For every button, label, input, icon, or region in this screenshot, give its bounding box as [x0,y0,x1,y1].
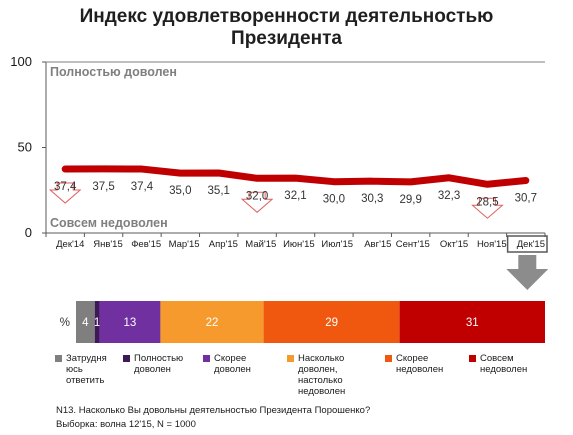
data-label: 30,7 [515,193,537,205]
question-text: N13. Насколько Вы довольны деятельностью… [56,405,371,416]
data-point [63,167,67,171]
data-point [332,180,336,184]
data-label: 28,5 [476,196,498,208]
legend-swatch [385,355,392,362]
x-tick-label: Авг'15 [364,239,391,250]
legend-swatch [287,355,294,362]
down-arrow-marker [48,182,82,204]
chart-title-line-2: Президента [231,28,342,49]
legend-swatch [469,355,476,362]
legend-label: Совсем недоволен [480,353,528,375]
data-label: 29,9 [399,194,421,206]
bar-segment [399,301,545,343]
data-point [217,171,221,175]
bar-segment-label: 13 [124,317,137,329]
data-label: 37,4 [131,181,154,193]
x-tick-label: Сент'15 [396,239,430,250]
data-point [255,176,259,180]
bar-segment-label: 29 [325,317,338,329]
data-point [447,176,451,180]
x-tick-label: Мар'15 [169,239,200,250]
stacked-bar-chart: % 4 1 13 22 29 31 [60,301,545,343]
legend: Затрудня юсь ответить Полностью доволен Скоре… [55,353,555,403]
x-tick-label: Ноя'15 [477,239,507,250]
data-label: 35,0 [169,185,191,197]
data-label: 37,4 [54,181,77,193]
data-label: 32,0 [246,190,268,202]
data-label: 35,1 [208,185,230,197]
data-point [140,167,144,171]
x-tick-label: Июл'15 [321,239,353,250]
data-point [178,171,182,175]
y-tick-label: 0 [25,225,32,240]
legend-label: Насколько доволен, настолько недоволен [298,353,346,397]
legend-label: Скорее недоволен [396,353,444,375]
data-point [370,179,374,183]
x-tick-label: Июн'15 [283,239,315,250]
bar-segment-label: 4 [82,317,89,329]
bar-segment-label: 22 [206,317,219,329]
data-label: 32,1 [284,190,306,202]
x-tick-label: Окт'15 [440,239,468,250]
data-point [294,176,297,180]
legend-swatch [203,355,210,362]
data-label: 30,3 [361,193,383,205]
sample-text: Выборка: волна 12'15, N = 1000 [56,419,196,430]
data-point [102,167,106,171]
band-label-top: Полностью доволен [50,65,177,79]
legend-label: Затрудня юсь ответить [66,353,107,386]
data-label: 37,5 [92,181,114,193]
bar-segment [76,301,95,343]
legend-label: Полностью доволен [134,353,184,375]
legend-swatch [55,355,62,362]
x-tick-label: Фев'15 [131,239,161,250]
bar-segment [263,301,400,343]
down-arrow-marker [240,191,274,213]
bar-segment-label: 31 [466,317,479,329]
data-label: 32,3 [438,190,460,202]
data-label: 30,0 [323,194,345,206]
data-point [485,182,489,186]
legend-swatch [123,355,130,362]
down-arrow-marker [471,197,504,219]
chart-title-line-1: Индекс удовлетворенности деятельностью [79,6,494,27]
bar-segment-label: 1 [94,317,100,329]
bar-segment [99,301,161,343]
data-point [409,180,413,184]
y-tick-label: 100 [10,54,32,69]
highlight-box [506,235,548,253]
legend-label: Скорее доволен [214,353,251,375]
y-tick-label: 50 [18,140,32,155]
x-tick-label: Апр'15 [209,239,238,250]
x-tick-label: Дек'15 [517,239,545,250]
bar-segment [160,301,264,343]
x-tick-label: Май'15 [245,239,276,250]
bar-segment [94,301,100,343]
unit-label: % [60,317,70,329]
highlight-arrow [506,255,549,290]
chart-title: Индекс удовлетворенности деятельностью П… [0,6,573,50]
band-label-bottom: Совсем недоволен [50,216,168,230]
x-tick-label: Дек'14 [56,239,84,250]
data-point [524,179,528,183]
line-chart: 0 50 100 Полностью доволен Совсем недоволен 3… [10,54,549,290]
x-tick-label: Янв'15 [93,239,123,250]
